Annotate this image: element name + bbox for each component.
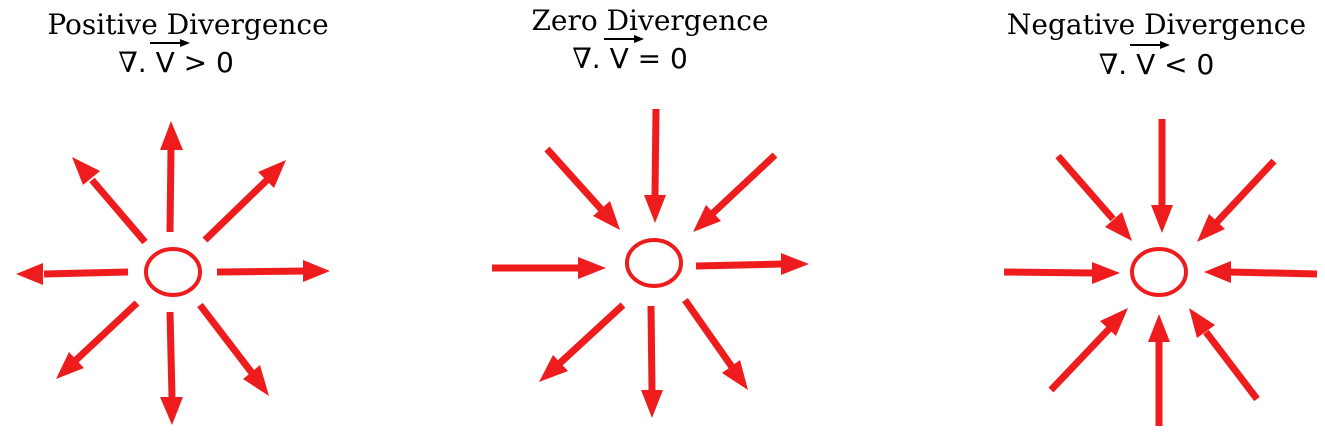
source-point-circle [144, 247, 202, 297]
arrow-up-right [202, 160, 286, 243]
relation: < 0 [1164, 48, 1215, 81]
panel-title: Negative Divergence [1006, 8, 1307, 41]
vector-v: V [1130, 41, 1171, 81]
arrow-down-left [56, 300, 140, 379]
vector-arrow-icon [603, 35, 644, 43]
arrow-in-top [1151, 119, 1173, 233]
panel-positive-divergence: Positive Divergence ∇. V > 0 [0, 0, 380, 440]
sink-point-circle [1130, 247, 1188, 297]
vector-field-diagram [1003, 119, 1318, 426]
arrow-in-top-left [1055, 153, 1132, 241]
arrow-in-top-right [693, 152, 778, 232]
arrow-out-bottom-right [682, 297, 748, 390]
arrow-right [216, 260, 330, 282]
arrow-in-left [492, 257, 606, 279]
arrow-down-right [197, 302, 269, 396]
dot-operator: . [1118, 48, 1128, 81]
relation: = 0 [637, 42, 688, 75]
dot-operator: . [137, 46, 147, 79]
divergence-formula: ∇. V = 0 [430, 35, 830, 75]
nabla-symbol: ∇ [572, 42, 592, 75]
vector-v: V [149, 39, 190, 79]
point-circle [625, 238, 683, 288]
arrow-in-top-right [1197, 158, 1277, 242]
arrow-in-bottom [1148, 314, 1170, 426]
arrow-left [16, 263, 129, 285]
vector-arrow-icon [149, 39, 190, 47]
arrow-out-bottom [641, 305, 663, 418]
panel-title: Zero Divergence [531, 4, 769, 37]
divergence-formula: ∇. V > 0 [0, 39, 366, 79]
vector-arrow-icon [1130, 41, 1171, 49]
arrow-up-left [72, 157, 148, 245]
arrow-out-bottom-left [539, 302, 626, 382]
arrow-in-bottom-right [1189, 308, 1260, 402]
vector-field-diagram [492, 108, 809, 418]
arrow-in-top-left [544, 146, 620, 230]
arrow-down [160, 311, 183, 425]
arrow-up [160, 121, 183, 233]
arrow-in-bottom-left [1048, 308, 1128, 393]
panel-title: Positive Divergence [47, 8, 329, 41]
arrow-in-left [1003, 262, 1120, 284]
nabla-symbol: ∇ [118, 46, 138, 79]
panel-negative-divergence: Negative Divergence ∇. V < 0 [960, 0, 1325, 440]
relation: > 0 [183, 46, 234, 79]
dot-operator: . [591, 42, 601, 75]
divergence-formula: ∇. V < 0 [974, 41, 1325, 81]
arrow-in-right [1204, 261, 1318, 283]
vector-v: V [603, 35, 644, 75]
arrow-in-top [644, 108, 666, 223]
panel-zero-divergence: Zero Divergence ∇. V = 0 [460, 0, 860, 440]
vector-field-diagram [16, 121, 330, 425]
arrow-out-right [695, 253, 809, 275]
nabla-symbol: ∇ [1098, 48, 1119, 81]
